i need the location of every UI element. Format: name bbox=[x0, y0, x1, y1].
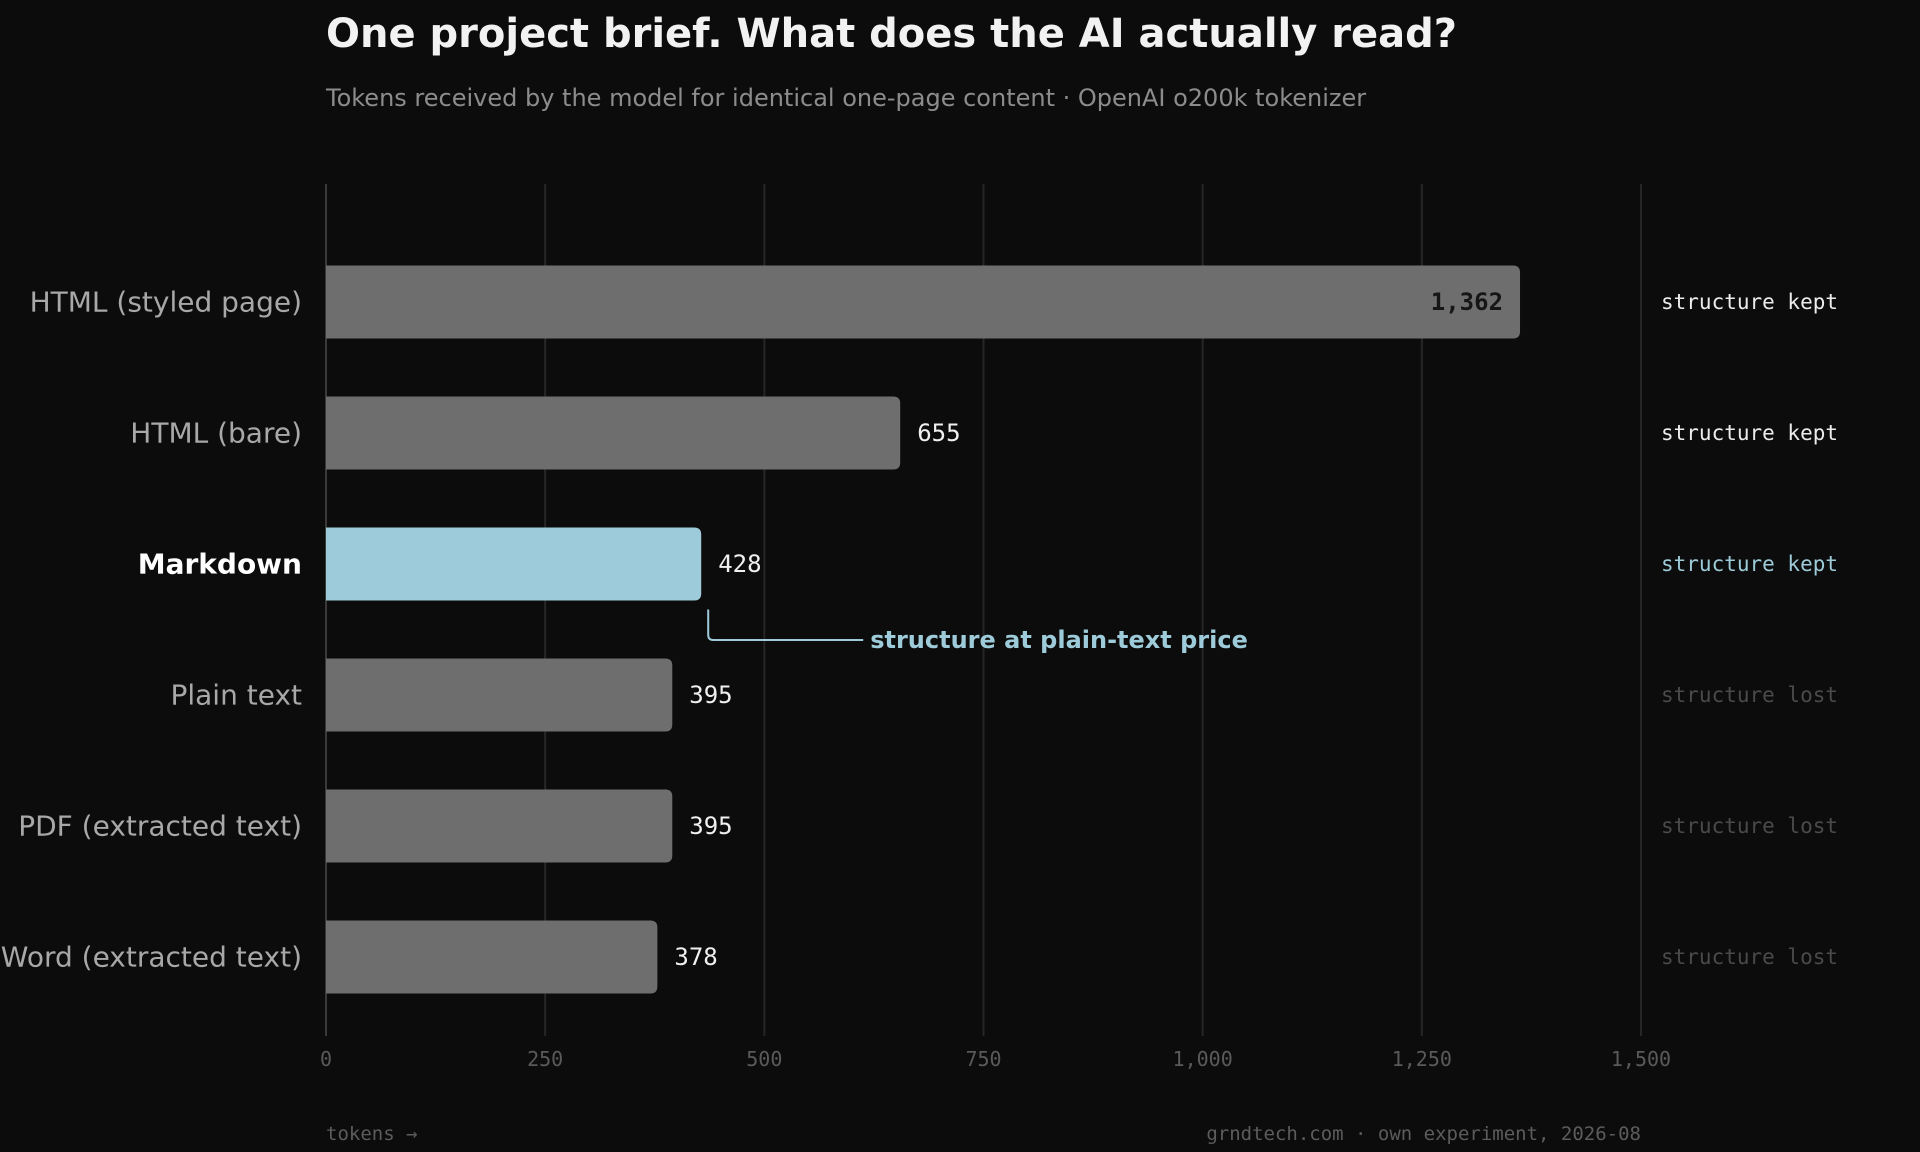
annotation: structure at plain-text price bbox=[707, 609, 1248, 654]
data-label: 428 bbox=[718, 550, 761, 578]
category-label: Plain text bbox=[170, 679, 302, 712]
structure-tag: structure kept bbox=[1661, 290, 1838, 314]
data-label: 395 bbox=[689, 812, 732, 840]
category-label: HTML (styled page) bbox=[30, 286, 302, 319]
data-label: 395 bbox=[689, 681, 732, 709]
x-tick-label: 1,500 bbox=[1611, 1047, 1671, 1071]
bar bbox=[326, 396, 901, 470]
x-tick-label: 500 bbox=[746, 1047, 782, 1071]
structure-tag: structure lost bbox=[1661, 945, 1838, 969]
x-tick-label: 0 bbox=[320, 1047, 332, 1071]
bars: HTML (styled page) 1,362 structure kept HTM… bbox=[1, 265, 1838, 994]
bar bbox=[326, 658, 673, 732]
x-axis: 0 250 500 750 1,000 1,250 1,500 bbox=[320, 1047, 1671, 1071]
data-label: 655 bbox=[917, 419, 960, 447]
structure-tag: structure kept bbox=[1661, 421, 1838, 445]
annotation-text: structure at plain-text price bbox=[870, 626, 1248, 654]
structure-tag: structure lost bbox=[1661, 683, 1838, 707]
category-label: Word (extracted text) bbox=[1, 941, 302, 974]
structure-tag: structure kept bbox=[1661, 552, 1838, 576]
data-label: 1,362 bbox=[1431, 288, 1503, 316]
category-label: PDF (extracted text) bbox=[18, 810, 302, 843]
annotation-line bbox=[707, 609, 864, 641]
bar bbox=[326, 920, 658, 994]
structure-tag: structure lost bbox=[1661, 814, 1838, 838]
x-tick-label: 1,250 bbox=[1392, 1047, 1452, 1071]
bar bbox=[326, 527, 702, 601]
x-tick-label: 750 bbox=[965, 1047, 1001, 1071]
bar bbox=[326, 789, 673, 863]
x-tick-label: 1,000 bbox=[1173, 1047, 1233, 1071]
data-label: 378 bbox=[674, 943, 717, 971]
x-tick-label: 250 bbox=[527, 1047, 563, 1071]
chart-subtitle: Tokens received by the model for identic… bbox=[325, 84, 1366, 112]
chart-title: One project brief. What does the AI actu… bbox=[326, 11, 1457, 57]
category-label: Markdown bbox=[138, 548, 302, 581]
source-note: grndtech.com · own experiment, 2026-08 bbox=[1206, 1123, 1641, 1145]
bar bbox=[326, 265, 1521, 339]
category-label: HTML (bare) bbox=[130, 417, 302, 450]
x-axis-label: tokens → bbox=[326, 1123, 418, 1145]
